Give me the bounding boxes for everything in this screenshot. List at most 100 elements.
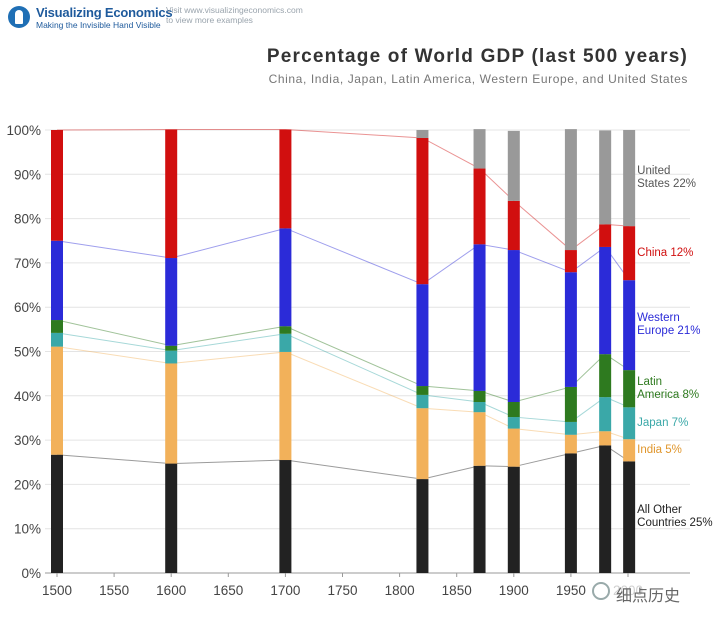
- bar-segment: [279, 333, 292, 352]
- chart-subtitle: China, India, Japan, Latin America, West…: [268, 72, 688, 86]
- x-tick-label: 1550: [99, 583, 129, 598]
- bar-segment: [564, 272, 577, 387]
- bar-segment: [507, 402, 520, 418]
- bar-segment: [473, 412, 486, 466]
- bar-segment: [416, 137, 429, 285]
- series-label: All Other Countries 25%: [637, 504, 713, 530]
- bar-segment: [564, 250, 577, 273]
- bar-segment: [599, 431, 612, 446]
- bar-segment: [623, 130, 636, 227]
- bar-segment: [279, 351, 292, 461]
- bar-segment: [623, 439, 636, 462]
- bar-segment: [165, 345, 178, 351]
- bar-segment: [599, 445, 612, 573]
- bar-segment: [416, 284, 429, 387]
- y-tick-label: 90%: [14, 167, 41, 182]
- bar-segment: [564, 453, 577, 573]
- site-line-2: to view more examples: [166, 15, 253, 25]
- connector-line: [56, 444, 630, 480]
- series-label: China 12%: [637, 246, 694, 259]
- bar-segment: [279, 460, 292, 573]
- y-tick-label: 60%: [14, 300, 41, 315]
- bar-segment: [165, 350, 178, 364]
- bar-segment: [165, 258, 178, 346]
- bar-segment: [599, 246, 612, 355]
- bar-segment: [599, 397, 612, 432]
- bar-segment: [165, 463, 178, 573]
- connector-line: [56, 129, 630, 251]
- bar-segment: [599, 224, 612, 247]
- bar-segment: [623, 407, 636, 440]
- y-tick-label: 70%: [14, 256, 41, 271]
- bar-segment: [599, 130, 612, 225]
- series-label: Japan 7%: [637, 416, 689, 429]
- x-tick-label: 1900: [499, 583, 529, 598]
- brand-logo-icon: [8, 6, 30, 28]
- watermark: 细点历史: [588, 578, 708, 606]
- series-label: India 5%: [637, 443, 682, 456]
- y-tick-label: 50%: [14, 345, 41, 360]
- site-note: Visit www.visualizingeconomics.com to vi…: [166, 5, 303, 25]
- y-tick-label: 40%: [14, 389, 41, 404]
- bar-segment: [507, 250, 520, 403]
- bar-segment: [51, 332, 63, 347]
- bar-segment: [416, 408, 429, 480]
- bar-segment: [279, 228, 292, 327]
- x-tick-label: 1650: [213, 583, 243, 598]
- bar-segment: [564, 386, 577, 422]
- bar-segment: [507, 130, 520, 201]
- bar-segment: [279, 326, 292, 334]
- bar-segment: [507, 466, 520, 573]
- connector-line: [56, 346, 630, 440]
- bar-segment: [623, 461, 636, 573]
- bar-segment: [51, 240, 63, 321]
- x-tick-label: 1750: [327, 583, 357, 598]
- bar-segment: [51, 130, 63, 241]
- series-label: Latin America 8%: [637, 375, 700, 401]
- bar-segment: [473, 390, 486, 403]
- y-tick-label: 10%: [14, 522, 41, 537]
- bar-segment: [507, 417, 520, 429]
- bar-segment: [51, 320, 63, 333]
- watermark-text: 细点历史: [616, 588, 681, 605]
- connector-line: [56, 227, 630, 285]
- bar-segment: [507, 200, 520, 251]
- x-tick-label: 1850: [442, 583, 472, 598]
- x-tick-label: 1700: [270, 583, 300, 598]
- bar-segment: [599, 354, 612, 398]
- bar-segment: [473, 129, 486, 169]
- watermark-icon: [592, 582, 610, 600]
- x-tick-label: 1500: [42, 583, 72, 598]
- bar-segment: [623, 226, 636, 281]
- bar-segment: [51, 346, 63, 455]
- bar-segment: [416, 394, 429, 409]
- bar-segment: [165, 363, 178, 464]
- bar-segment: [473, 402, 486, 413]
- y-tick-label: 20%: [14, 477, 41, 492]
- bar-segment: [473, 244, 486, 391]
- connector-line: [56, 332, 630, 423]
- y-tick-label: 0%: [21, 566, 41, 581]
- bar-segment: [416, 386, 429, 395]
- series-label: Western Europe 21%: [637, 312, 701, 338]
- bar-segment: [473, 168, 486, 245]
- bar-segment: [416, 130, 429, 138]
- bar-segment: [564, 434, 577, 454]
- series-label: United States 22%: [637, 165, 696, 191]
- y-tick-label: 80%: [14, 212, 41, 227]
- bar-segment: [165, 129, 178, 259]
- x-tick-label: 1800: [385, 583, 415, 598]
- connector-line: [56, 319, 630, 403]
- brand-name: Visualizing Economics: [36, 5, 173, 20]
- y-tick-label: 30%: [14, 433, 41, 448]
- bar-segment: [507, 428, 520, 467]
- chart-title: Percentage of World GDP (last 500 years): [266, 46, 688, 67]
- bar-segment: [473, 465, 486, 573]
- bar-segment: [564, 421, 577, 435]
- bar-segment: [416, 479, 429, 573]
- bar-segment: [279, 129, 292, 229]
- brand-tagline: Making the Invisible Hand Visible: [36, 20, 161, 30]
- bar-segment: [564, 129, 577, 251]
- x-tick-label: 1600: [156, 583, 186, 598]
